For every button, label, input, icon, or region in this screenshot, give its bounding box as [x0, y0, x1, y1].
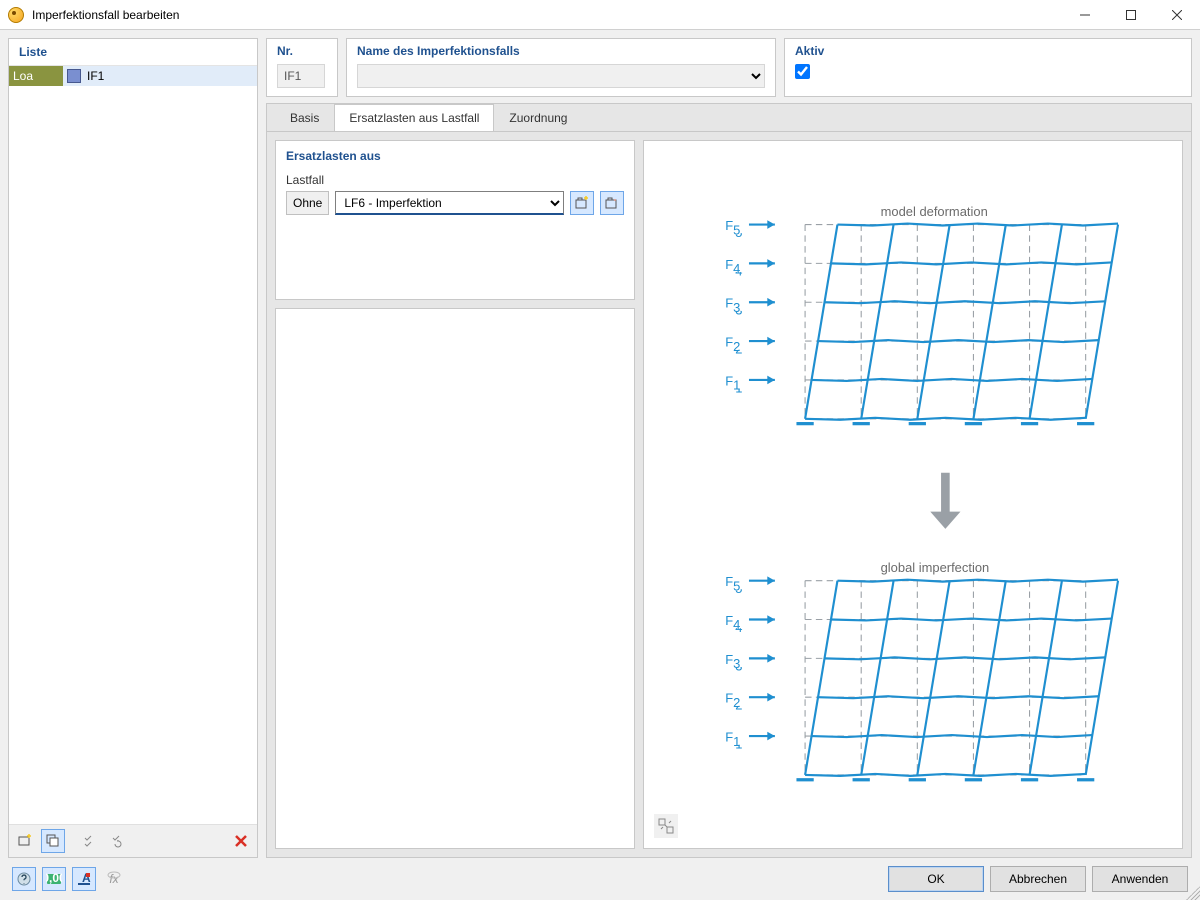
nr-label: Nr.: [277, 44, 327, 58]
right-pane: Nr. IF1 Name des Imperfektionsfalls Akti…: [266, 38, 1192, 858]
ersatz-card: Ersatzlasten aus Lastfall Ohne LF6 - Imp…: [275, 140, 635, 300]
font-color-icon[interactable]: A: [72, 867, 96, 891]
window-title: Imperfektionsfall bearbeiten: [32, 8, 1062, 22]
help-icon[interactable]: [12, 867, 36, 891]
aktiv-box: Aktiv: [784, 38, 1192, 97]
list-color-swatch: [67, 69, 81, 83]
svg-text:fx: fx: [109, 872, 119, 886]
svg-text:global imperfection: global imperfection: [881, 560, 990, 575]
new-item-icon[interactable]: [13, 829, 37, 853]
list-cell-type[interactable]: Loa: [9, 66, 63, 86]
close-button[interactable]: [1154, 0, 1200, 30]
ohne-badge: Ohne: [286, 191, 329, 215]
tab-basis[interactable]: Basis: [275, 104, 334, 131]
list-panel: Liste Loa IF1: [8, 38, 258, 858]
lastfall-label: Lastfall: [286, 173, 624, 187]
left-column: Ersatzlasten aus Lastfall Ohne LF6 - Imp…: [275, 140, 635, 849]
copy-item-icon[interactable]: [41, 829, 65, 853]
titlebar: Imperfektionsfall bearbeiten: [0, 0, 1200, 30]
list-cell-name-text: IF1: [87, 69, 104, 83]
blank-card: [275, 308, 635, 849]
ok-button[interactable]: OK: [888, 866, 984, 892]
tabs-container: Basis Ersatzlasten aus Lastfall Zuordnun…: [266, 103, 1192, 858]
aktiv-checkbox[interactable]: [795, 64, 810, 79]
new-lastfall-icon[interactable]: [570, 191, 594, 215]
name-box: Name des Imperfektionsfalls: [346, 38, 776, 97]
edit-lastfall-icon[interactable]: [600, 191, 624, 215]
resize-grip[interactable]: [1186, 886, 1200, 900]
svg-text:model deformation: model deformation: [881, 204, 988, 219]
aktiv-label: Aktiv: [795, 44, 1181, 58]
ersatz-title: Ersatzlasten aus: [286, 149, 624, 163]
minimize-button[interactable]: [1062, 0, 1108, 30]
tab-zuordnung[interactable]: Zuordnung: [494, 104, 582, 131]
diagram-card: model deformationF1F2F3F4F5global imperf…: [643, 140, 1183, 849]
check-refresh-icon[interactable]: [107, 829, 131, 853]
cancel-button[interactable]: Abbrechen: [990, 866, 1086, 892]
bottom-bar: 0,00 A fx OK Abbrechen Anwenden: [0, 858, 1200, 900]
delete-icon[interactable]: [229, 829, 253, 853]
maximize-button[interactable]: [1108, 0, 1154, 30]
diagram-expand-icon[interactable]: [654, 814, 678, 838]
list-toolbar: [9, 824, 257, 857]
app-icon: [8, 7, 24, 23]
list-cell-name[interactable]: IF1: [63, 66, 257, 86]
tab-row: Basis Ersatzlasten aus Lastfall Zuordnun…: [267, 104, 1191, 132]
list-cell-type-text: Loa: [13, 69, 33, 83]
nr-value: IF1: [277, 64, 325, 88]
name-label: Name des Imperfektionsfalls: [357, 44, 765, 58]
apply-button[interactable]: Anwenden: [1092, 866, 1188, 892]
lastfall-select[interactable]: LF6 - Imperfektion: [335, 191, 564, 215]
diagram-svg: model deformationF1F2F3F4F5global imperf…: [654, 149, 1172, 840]
units-icon[interactable]: 0,00: [42, 867, 66, 891]
check-all-icon[interactable]: [79, 829, 103, 853]
svg-text:0,00: 0,00: [46, 871, 62, 885]
info-row: Nr. IF1 Name des Imperfektionsfalls Akti…: [266, 38, 1192, 97]
fx-icon[interactable]: fx: [102, 867, 126, 891]
nr-box: Nr. IF1: [266, 38, 338, 97]
tabs-body: Ersatzlasten aus Lastfall Ohne LF6 - Imp…: [267, 132, 1191, 857]
content-area: Liste Loa IF1 Nr.: [0, 30, 1200, 858]
name-select[interactable]: [357, 64, 765, 88]
list-header: Liste: [9, 39, 257, 66]
list-body: Loa IF1: [9, 66, 257, 824]
tab-ersatzlasten[interactable]: Ersatzlasten aus Lastfall: [334, 104, 494, 131]
